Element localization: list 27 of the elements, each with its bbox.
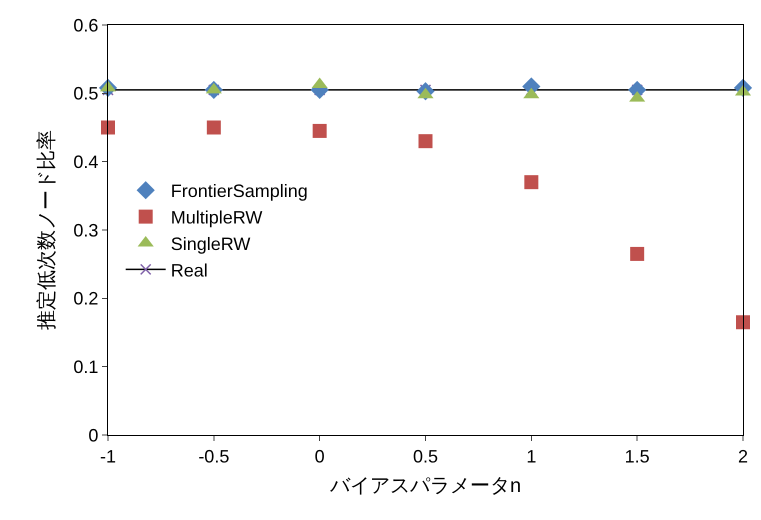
x-tick-label: 0 — [314, 446, 325, 467]
y-tick-label: 0.3 — [73, 220, 98, 240]
legend-label: FrontierSampling — [170, 181, 308, 202]
x-tick-label: 0.5 — [412, 446, 438, 467]
point — [418, 134, 432, 148]
legend-label: MultipleRW — [170, 208, 262, 228]
legend-label: Real — [170, 260, 208, 280]
point — [206, 120, 221, 134]
point — [736, 315, 750, 330]
y-tick-label: 0.5 — [73, 84, 98, 104]
x-tick-label: -1 — [100, 446, 116, 467]
x-tick-label: 1 — [526, 446, 536, 467]
x-tick-label: 1.5 — [624, 446, 650, 467]
y-tick-label: 0.1 — [73, 356, 98, 377]
y-tick-label: 0.2 — [73, 288, 98, 309]
y-tick-label: 0.4 — [73, 152, 98, 172]
point — [312, 124, 327, 138]
point — [524, 175, 538, 190]
y-tick-label: 0 — [88, 425, 98, 446]
legend-label: SingleRW — [170, 234, 250, 254]
point — [630, 246, 644, 261]
point — [101, 120, 115, 134]
x-tick-label: 2 — [738, 446, 748, 467]
x-axis-title: バイアスパラメータn — [328, 475, 522, 498]
x-tick-label: -0.5 — [198, 446, 230, 467]
y-tick-label: 0.6 — [73, 15, 98, 36]
y-axis-title: 推定低次数ノード比率 — [36, 130, 58, 330]
